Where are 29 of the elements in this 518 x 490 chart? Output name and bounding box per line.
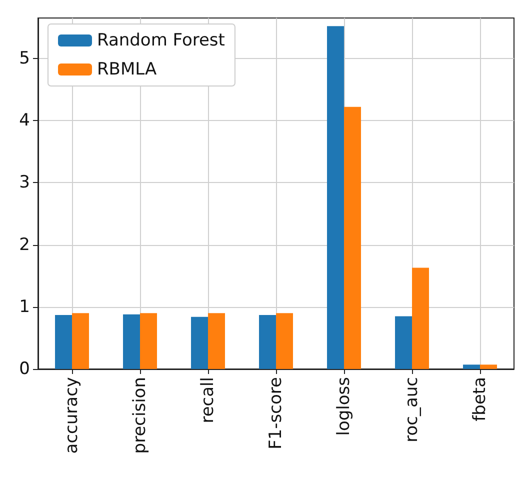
legend-label: Random Forest [97,30,226,50]
x-tick-label: logloss [334,376,354,436]
bar [140,313,157,369]
bar [259,314,276,369]
x-tick-label: fbeta [470,377,490,422]
x-tick-label: F1-score [266,377,286,450]
bar [208,313,225,369]
y-tick-label: 5 [19,48,30,68]
x-tick-label: roc_auc [402,377,422,442]
bar [72,313,89,369]
bar [412,268,429,369]
x-tick-label: recall [198,377,218,424]
x-tick-label: precision [130,377,150,454]
y-tick-label: 3 [19,172,30,193]
bar [463,364,480,369]
x-tick-label: accuracy [62,377,82,454]
bar [55,314,72,369]
bar [327,26,344,369]
y-tick-label: 0 [19,359,30,379]
bar [395,316,412,369]
legend-label: RBMLA [97,60,158,80]
bar [191,316,208,369]
bar [123,314,140,369]
bar [480,364,497,369]
y-tick-label: 2 [19,234,30,255]
y-tick-label: 4 [19,110,30,131]
y-tick-label: 1 [19,296,30,317]
bar [276,313,293,369]
bar [344,106,361,369]
